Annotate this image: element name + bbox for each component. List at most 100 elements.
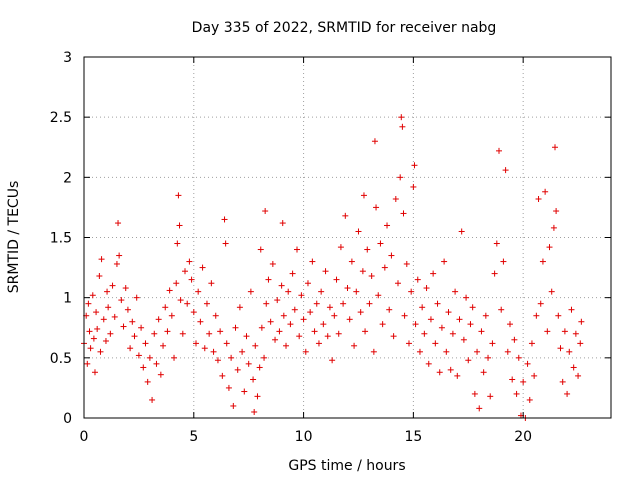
data-point [210,348,217,355]
data-point [401,312,408,319]
data-point [550,224,557,231]
data-point [315,340,322,347]
data-point [135,352,142,359]
data-point [182,268,189,275]
y-tick-label: 0 [63,411,72,427]
data-point [252,342,259,349]
data-point [555,312,562,319]
data-point [520,378,527,385]
data-point [471,390,478,397]
data-point [506,321,513,328]
data-point [285,288,292,295]
data-point [416,348,423,355]
data-point [100,316,107,323]
data-point [539,258,546,265]
data-point [283,342,290,349]
data-point [214,357,221,364]
data-point [526,396,533,403]
data-point [313,300,320,307]
data-point [552,144,559,151]
data-point [144,378,151,385]
data-point [104,288,111,295]
data-point [162,304,169,311]
data-point [263,300,270,307]
data-point [98,256,105,263]
data-point [561,328,568,335]
data-point [91,369,98,376]
data-point [524,360,531,367]
data-point [381,264,388,271]
data-point [572,330,579,337]
data-point [153,360,160,367]
data-point [511,336,518,343]
data-point [203,300,210,307]
data-point [364,246,371,253]
data-point [272,336,279,343]
data-point [251,408,258,415]
data-point [570,364,577,371]
data-point [164,328,171,335]
data-point [400,210,407,217]
data-point [151,330,158,337]
data-point [412,321,419,328]
y-tick-label: 3 [63,50,72,66]
data-point [384,222,391,229]
data-point [480,369,487,376]
data-point [425,360,432,367]
data-point [94,325,101,332]
data-point [548,288,555,295]
data-point [430,270,437,277]
data-point [395,280,402,287]
data-point [257,246,264,253]
data-point [399,123,406,130]
axis-ticks [83,56,611,419]
data-point [377,240,384,247]
data-point [463,294,470,301]
data-point [388,252,395,259]
data-point [544,328,551,335]
data-point [124,306,131,313]
x-tick-label: 20 [514,429,532,445]
data-point [276,328,283,335]
data-point [366,300,373,307]
plot-frame [83,56,612,419]
y-tick-labels: 0 0.5 1 1.5 2 2.5 3 [50,50,72,427]
y-axis-label: SRMTID / TECUs [6,181,22,294]
data-point [575,372,582,379]
data-point [533,312,540,319]
data-point [427,316,434,323]
data-point [531,372,538,379]
data-point [184,300,191,307]
data-point [362,328,369,335]
data-point [368,273,375,280]
data-point [408,288,415,295]
data-point [359,268,366,275]
data-point [357,309,364,316]
data-point [129,318,136,325]
data-point [179,330,186,337]
data-point [208,280,215,287]
data-point [171,354,178,361]
data-point [157,371,164,378]
data-point [502,167,509,174]
data-point [578,318,585,325]
data-point [346,316,353,323]
data-point [97,348,104,355]
data-point [269,260,276,267]
data-point [360,192,367,199]
data-point [188,276,195,283]
data-point [405,340,412,347]
y-tick-label: 0.5 [50,351,72,367]
data-point [107,330,114,337]
data-point [496,147,503,154]
data-point [553,208,560,215]
data-point [90,335,97,342]
data-point [113,260,120,267]
data-point [398,114,405,121]
data-point [513,390,520,397]
x-tick-label: 15 [404,429,422,445]
data-point [441,258,448,265]
data-point [568,306,575,313]
data-point [192,340,199,347]
